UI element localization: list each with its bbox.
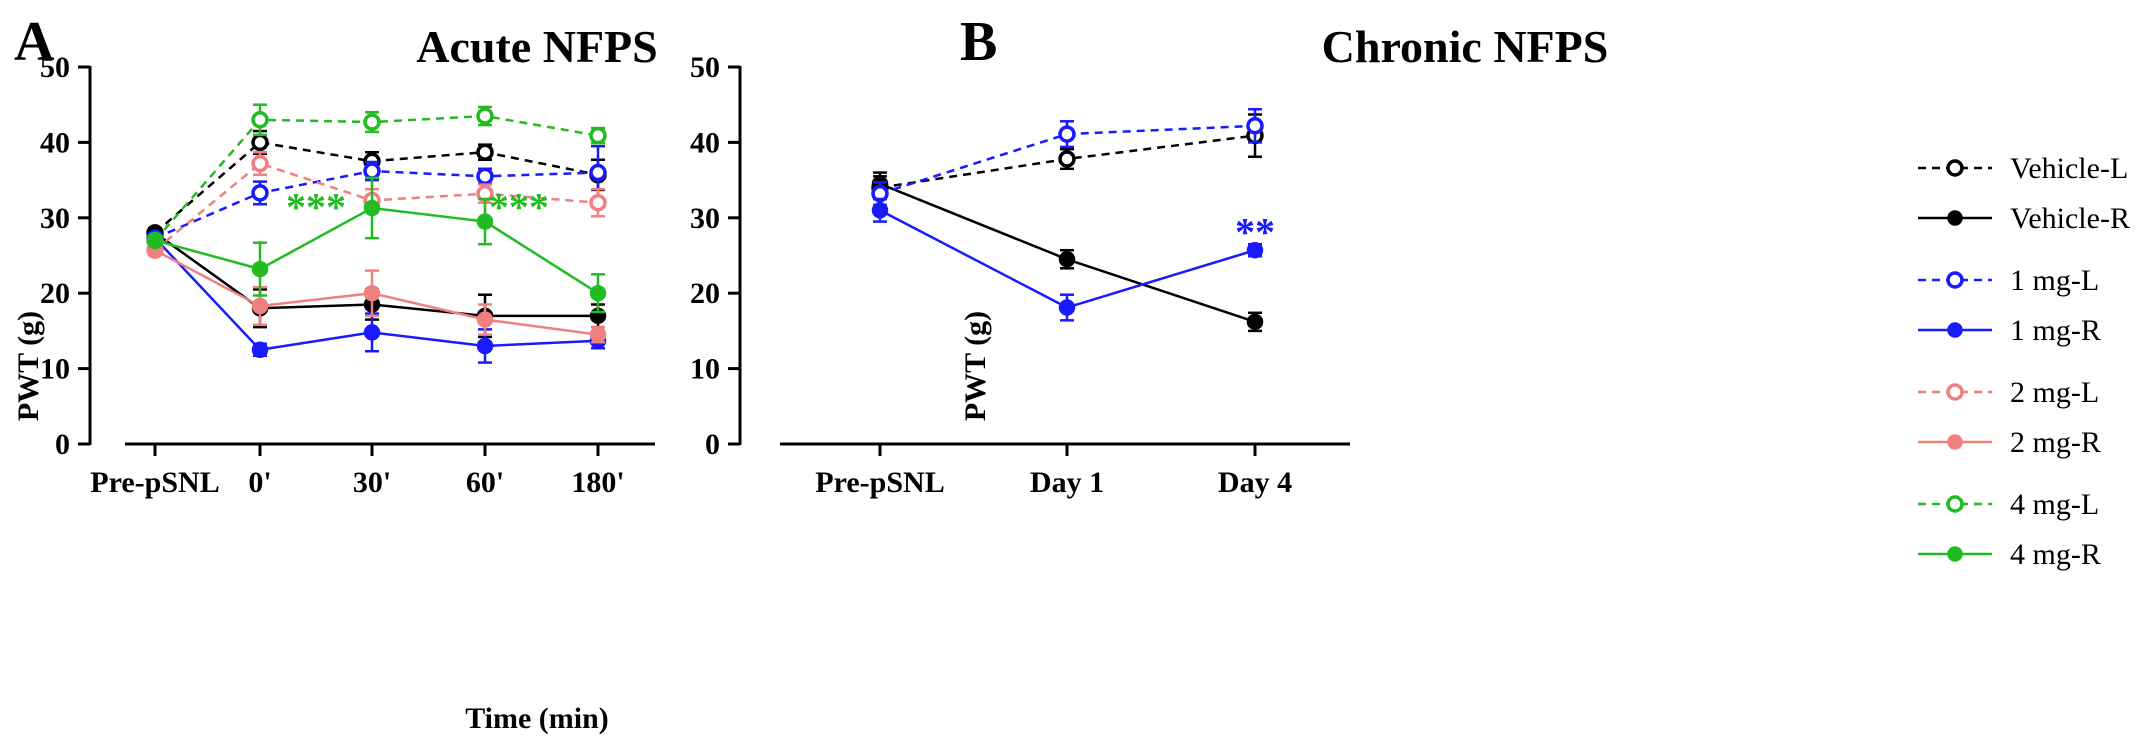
y-tick-label: 20 (40, 277, 70, 310)
data-point (251, 260, 269, 278)
data-point (251, 297, 269, 315)
legend-item: 1 mg-L (1918, 264, 2099, 297)
data-point (1246, 313, 1264, 331)
legend-item: Vehicle-R (1918, 202, 2130, 235)
series-vehicle-r (146, 224, 607, 339)
series-1-mg-r (871, 197, 1264, 322)
data-point (476, 167, 494, 186)
y-tick-label: 30 (40, 202, 70, 235)
legend-item: 4 mg-L (1918, 488, 2099, 521)
legend-label: 2 mg-L (2010, 376, 2099, 409)
data-point (1058, 125, 1076, 143)
data-point (363, 113, 381, 131)
legend-marker (1946, 271, 1964, 289)
y-tick-label: 40 (690, 126, 720, 159)
y-tick-label: 50 (690, 51, 720, 84)
y-tick-label: 30 (690, 202, 720, 235)
legend-marker (1946, 383, 1964, 401)
data-point (1058, 251, 1076, 268)
data-point (589, 284, 607, 302)
series-vehicle-r (871, 171, 1264, 333)
y-tick-label: 40 (40, 126, 70, 159)
data-point (363, 162, 381, 180)
panel-b-plot: 0 10 20 30 40 50 Pre-pSNL Day 1 Day 4 ** (690, 51, 1350, 499)
data-point (1058, 150, 1076, 168)
legend-marker (1947, 434, 1963, 450)
y-tick-label: 0 (55, 428, 70, 461)
data-point (251, 111, 269, 129)
legend-marker (1946, 495, 1964, 513)
x-tick-label: 60' (466, 466, 504, 499)
legend-label: Vehicle-R (2010, 202, 2130, 235)
series-1-mg-l (871, 107, 1264, 207)
panel-a-ylabel: PWT (g) (12, 311, 45, 421)
panel-a-xlabel: Time (min) (465, 702, 609, 735)
legend-label: 4 mg-R (2010, 538, 2101, 571)
x-tick-label: Day 4 (1218, 466, 1292, 499)
x-tick-label: 180' (571, 466, 624, 499)
data-point (363, 199, 381, 217)
y-tick-label: 10 (690, 353, 720, 386)
panel-b-title: Chronic NFPS (1322, 21, 1609, 72)
data-point (251, 341, 269, 358)
data-point (476, 311, 494, 328)
legend-label: 2 mg-R (2010, 426, 2101, 459)
legend-item: Vehicle-L (1918, 152, 2128, 185)
x-tick-label: Pre-pSNL (90, 466, 219, 499)
legend-label: 1 mg-R (2010, 314, 2101, 347)
data-point (476, 213, 494, 230)
data-point (871, 202, 889, 219)
legend-marker (1947, 322, 1963, 338)
legend-marker (1946, 159, 1964, 177)
data-point (363, 324, 381, 341)
legend-marker (1947, 546, 1963, 562)
significance-marker: ** (1235, 209, 1275, 254)
legend-label: 4 mg-L (2010, 488, 2099, 521)
x-tick-label: 0' (248, 466, 271, 499)
series-4-mg-l (146, 103, 607, 250)
series-4-mg-r (146, 176, 607, 314)
data-point (476, 107, 494, 125)
y-tick-label: 50 (40, 51, 70, 84)
panel-a-title: Acute NFPS (416, 21, 657, 72)
x-tick-label: Day 1 (1030, 466, 1104, 499)
data-point (1246, 241, 1264, 259)
x-tick-label: Pre-pSNL (815, 466, 944, 499)
y-tick-label: 20 (690, 277, 720, 310)
legend-item: 4 mg-R (1918, 538, 2101, 571)
data-point (1246, 117, 1264, 135)
data-point (589, 126, 607, 145)
legend-label: Vehicle-L (2010, 152, 2128, 185)
data-point (251, 154, 269, 173)
x-tick-label: 30' (353, 466, 391, 499)
data-point (251, 184, 269, 202)
data-point (589, 193, 607, 212)
data-point (476, 337, 494, 355)
legend-marker (1947, 210, 1963, 226)
significance-marker: *** (489, 184, 549, 229)
y-tick-label: 10 (40, 353, 70, 386)
data-point (589, 326, 607, 343)
data-point (146, 232, 164, 249)
data-point (1058, 299, 1076, 316)
panel-b-letter: B (960, 11, 997, 73)
data-point (589, 163, 607, 182)
data-point (251, 133, 269, 152)
panel-a-plot: 0 10 20 30 40 50 Pre-pSNL 0' 30' 60' 180' *** *** (40, 51, 655, 499)
legend-item: 2 mg-R (1918, 426, 2101, 459)
data-point (476, 143, 494, 161)
legend: Vehicle-L Vehicle-R 1 mg-L 1 mg-R 2 mg-L 2 mg… (1918, 152, 2130, 571)
panel-b-ylabel: PWT (g) (959, 311, 992, 421)
legend-item: 1 mg-R (1918, 314, 2101, 347)
significance-marker: *** (286, 184, 346, 229)
data-point (363, 284, 381, 302)
y-tick-label: 0 (705, 428, 720, 461)
legend-label: 1 mg-L (2010, 264, 2099, 297)
legend-item: 2 mg-L (1918, 376, 2099, 409)
panel-a-letter: A (14, 11, 55, 73)
